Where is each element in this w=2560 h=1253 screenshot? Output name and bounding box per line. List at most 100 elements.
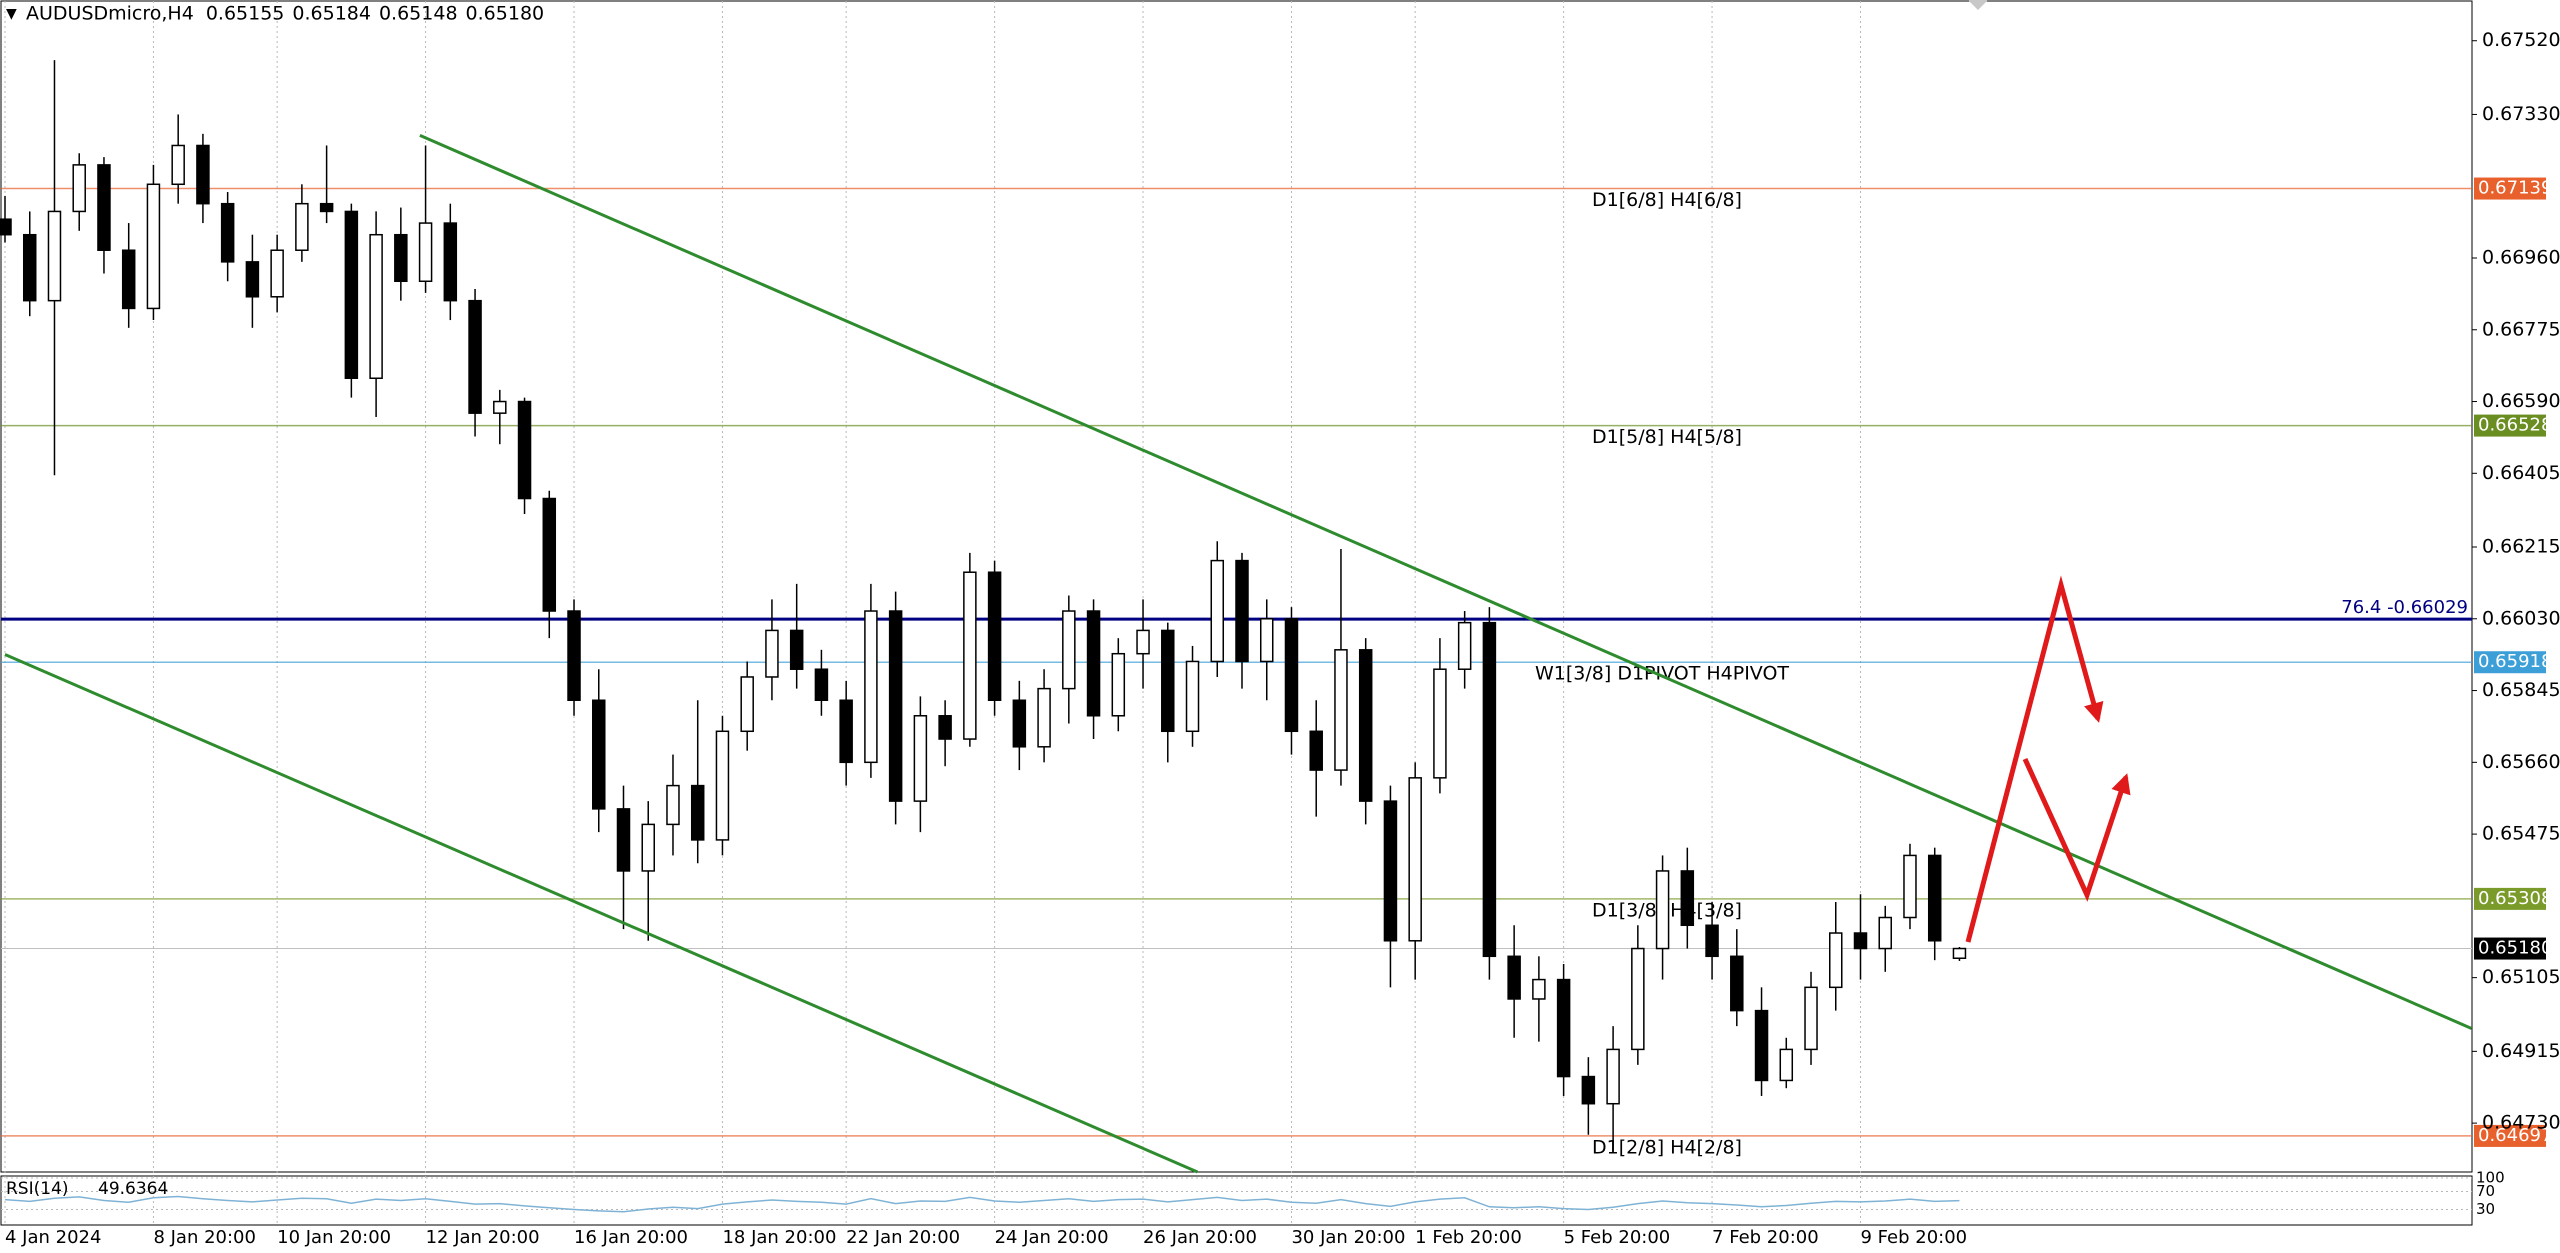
y-tick-label: 0.67520	[2482, 29, 2560, 51]
y-tick-label: 0.66775	[2482, 318, 2560, 340]
candle-body	[1606, 1048, 1620, 1105]
price-tag	[2474, 414, 2546, 437]
candle-body	[1754, 1009, 1769, 1082]
candle-body	[270, 249, 284, 298]
candle-body	[1705, 924, 1719, 958]
x-tick-label: 12 Jan 20:00	[426, 1227, 540, 1248]
quote: 0.65155	[206, 3, 285, 25]
price-tag	[2474, 177, 2546, 200]
y-tick-label: 0.66030	[2482, 607, 2560, 629]
candle-body	[963, 571, 977, 740]
rsi-tick-label: 70	[2476, 1182, 2495, 1200]
price-tag-label: 0.64697	[2478, 1125, 2552, 1146]
chart-title: AUDUSDmicro,H4	[26, 3, 194, 25]
candle-body	[888, 610, 903, 802]
candle-body	[1012, 699, 1027, 748]
candle-body	[1210, 559, 1225, 663]
candle-body	[1062, 610, 1076, 690]
candle-body	[517, 400, 532, 500]
candle-body	[1284, 618, 1299, 733]
candle-body	[245, 261, 260, 298]
price-tag-label: 0.65918	[2478, 651, 2552, 672]
shift-marker	[1968, 0, 1988, 10]
candle-body	[0, 218, 12, 236]
rsi-tick-label: 100	[2476, 1169, 2505, 1187]
projection-arrow	[2022, 757, 2131, 902]
y-tick-label: 0.66405	[2482, 462, 2560, 484]
candle-body	[1259, 618, 1274, 663]
candle-body	[814, 668, 829, 702]
y-tick-label: 0.65105	[2482, 966, 2560, 988]
candle-body	[1408, 777, 1422, 942]
y-tick-label: 0.66215	[2482, 536, 2560, 558]
y-tick-label: 0.64730	[2482, 1112, 2560, 1134]
rsi-last: 49.6364	[98, 1179, 168, 1199]
y-tick-label: 0.65660	[2482, 751, 2560, 773]
candle-body	[1482, 621, 1497, 958]
candle-body	[542, 497, 557, 612]
price-tag	[2474, 937, 2546, 960]
candle-body	[913, 715, 928, 802]
x-tick-label: 30 Jan 20:00	[1291, 1227, 1405, 1248]
x-tick-label: 10 Jan 20:00	[277, 1227, 391, 1248]
price-tag	[2474, 887, 2546, 910]
level-label: D1[2/8] H4[2/8]	[1592, 1136, 1742, 1158]
candle-body	[1581, 1075, 1596, 1105]
candle-body	[641, 823, 655, 872]
candle-body	[468, 299, 482, 414]
x-tick-label: 9 Feb 20:00	[1861, 1227, 1968, 1248]
x-tick-label: 4 Jan 2024	[5, 1227, 101, 1248]
candle-body	[592, 699, 606, 810]
candle-body	[1853, 932, 1868, 950]
level-label: D1[5/8] H4[5/8]	[1592, 426, 1742, 448]
candle-body	[146, 183, 161, 310]
price-tag	[2474, 1124, 2546, 1147]
level-label: W1[3/8] D1PIVOT H4PIVOT	[1535, 663, 1789, 685]
x-tick-label: 5 Feb 20:00	[1564, 1227, 1671, 1248]
candle-body	[295, 202, 309, 251]
trendline	[419, 134, 2473, 1030]
projection-arrows	[1965, 575, 2131, 943]
y-tick-label: 0.66960	[2482, 246, 2560, 268]
candle-body	[1631, 947, 1645, 1051]
candle-body	[220, 202, 235, 263]
rsi-tick-label: 30	[2476, 1200, 2495, 1218]
candle-body	[1161, 629, 1175, 733]
x-tick-label: 22 Jan 20:00	[846, 1227, 960, 1248]
candle-body	[97, 164, 111, 251]
candle-body	[864, 610, 878, 764]
trendline	[4, 653, 1199, 1174]
candle-body	[1235, 559, 1249, 663]
projection-arrow	[1965, 575, 2104, 943]
x-tick-label: 1 Feb 20:00	[1415, 1227, 1522, 1248]
candle-body	[987, 571, 1002, 702]
candle-body	[839, 699, 853, 764]
candle-body	[1903, 854, 1917, 919]
candle-body	[1309, 730, 1323, 771]
candle-body	[443, 222, 458, 302]
y-tick-label: 0.66590	[2482, 390, 2560, 412]
candle-body	[765, 629, 779, 678]
candle-body	[1136, 629, 1150, 655]
x-tick-label: 26 Jan 20:00	[1143, 1227, 1257, 1248]
level-label: 76.4 -0.66029	[2341, 597, 2468, 618]
quote: 0.65184	[292, 3, 371, 25]
candle-body	[1358, 649, 1373, 802]
price-tag	[2474, 651, 2546, 674]
candle-body	[740, 676, 754, 733]
quote: 0.65148	[379, 3, 458, 25]
candle-body	[1457, 621, 1472, 670]
candle-body	[616, 808, 631, 872]
candle-body	[1952, 947, 1967, 959]
candle-body	[344, 210, 359, 380]
price-tag-label: 0.67139	[2478, 178, 2552, 199]
candle-body	[493, 400, 507, 414]
candle-body	[1111, 652, 1126, 717]
candle-body	[1680, 870, 1695, 927]
candle-body	[1829, 932, 1843, 989]
candle-body	[1878, 916, 1892, 950]
candle-body	[319, 202, 334, 213]
candle-body	[22, 233, 37, 302]
axes: 0.67520 0.67330 0.66960 0.66775 0.66590 0.664…	[1, 29, 2560, 1248]
candle-body	[72, 164, 86, 213]
